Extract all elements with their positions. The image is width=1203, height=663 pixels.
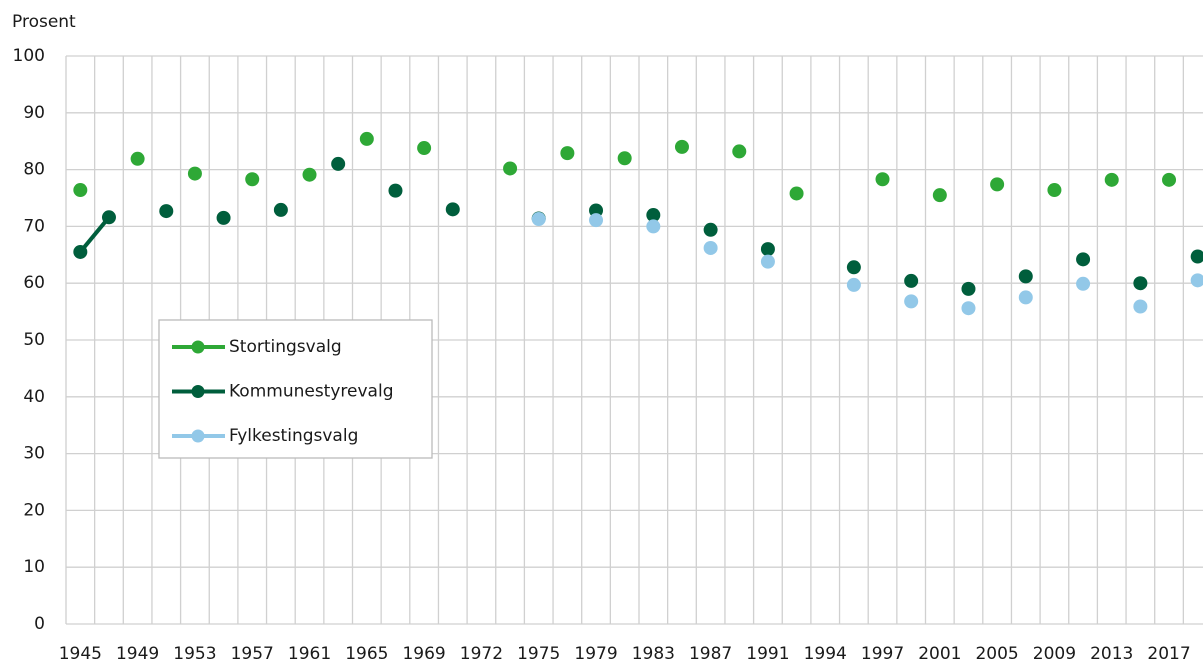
point — [732, 144, 747, 159]
x-tick-label: 2017 — [1147, 644, 1190, 663]
y-tick-label: 70 — [23, 216, 45, 236]
point — [302, 167, 317, 182]
point — [904, 273, 919, 288]
y-tick-label: 10 — [23, 557, 45, 577]
point — [73, 244, 88, 259]
point — [187, 166, 202, 181]
point — [932, 188, 947, 203]
y-tick-label: 0 — [34, 614, 45, 634]
point — [417, 141, 432, 156]
point — [245, 172, 260, 187]
point — [646, 208, 661, 223]
point — [531, 212, 546, 227]
x-tick-label: 1949 — [116, 644, 159, 663]
point — [789, 186, 804, 201]
point — [904, 294, 919, 309]
point — [1190, 273, 1203, 288]
legend-marker — [191, 340, 205, 354]
legend-label: Kommunestyrevalg — [229, 382, 393, 402]
point — [846, 260, 861, 275]
point — [388, 183, 403, 198]
point — [760, 254, 775, 269]
x-tick-label: 1965 — [345, 644, 388, 663]
point — [101, 210, 116, 225]
point — [159, 204, 174, 219]
y-tick-label: 40 — [23, 387, 45, 407]
point — [130, 151, 145, 166]
x-tick-label: 1969 — [402, 644, 445, 663]
y-tick-label: 80 — [23, 160, 45, 180]
x-tick-label: 2009 — [1033, 644, 1076, 663]
legend-marker — [191, 385, 205, 398]
x-tick-label: 1983 — [632, 644, 675, 663]
point — [359, 131, 374, 146]
point — [961, 301, 976, 316]
y-tick-label: 50 — [23, 330, 45, 350]
point — [1133, 276, 1148, 291]
y-tick-label: 60 — [23, 273, 45, 293]
point — [589, 213, 604, 228]
point — [503, 161, 518, 176]
y-tick-label: 20 — [23, 500, 45, 520]
point — [1104, 172, 1119, 187]
point — [1133, 299, 1148, 314]
point — [760, 242, 775, 257]
x-tick-label: 2005 — [975, 644, 1018, 663]
y-axis-label: Prosent — [12, 12, 76, 32]
point — [216, 210, 231, 225]
x-tick-label: 1972 — [460, 644, 503, 663]
point — [1018, 269, 1033, 284]
x-tick-label: 1961 — [288, 644, 331, 663]
x-tick-label: 1975 — [517, 644, 560, 663]
point — [1162, 172, 1177, 187]
point — [560, 146, 575, 161]
legend-label: Stortingsvalg — [229, 337, 342, 357]
x-tick-label: 1997 — [861, 644, 904, 663]
x-tick-label: 1957 — [231, 644, 274, 663]
point — [990, 177, 1005, 192]
point — [1076, 252, 1091, 267]
point — [1076, 276, 1091, 291]
legend-label: Fylkestingsvalg — [229, 426, 358, 446]
y-tick-label: 90 — [23, 103, 45, 123]
point — [674, 139, 689, 154]
point — [646, 219, 661, 234]
point — [1190, 249, 1203, 264]
point — [875, 172, 890, 187]
point — [589, 203, 604, 218]
point — [703, 222, 718, 237]
point — [846, 277, 861, 292]
point — [273, 202, 288, 217]
x-tick-label: 1987 — [689, 644, 732, 663]
point — [961, 281, 976, 296]
point — [331, 156, 346, 171]
x-tick-label: 2001 — [918, 644, 961, 663]
point — [703, 240, 718, 255]
x-tick-label: 1979 — [574, 644, 617, 663]
point — [1018, 290, 1033, 305]
y-tick-label: 100 — [13, 46, 45, 66]
y-tick-label: 30 — [23, 444, 45, 464]
x-tick-label: 1991 — [746, 644, 789, 663]
x-tick-label: 1945 — [59, 644, 102, 663]
point — [1047, 183, 1062, 198]
x-tick-label: 2013 — [1090, 644, 1133, 663]
legend-marker — [191, 429, 205, 443]
point — [445, 202, 460, 217]
point — [617, 151, 632, 166]
point — [73, 183, 88, 198]
x-tick-label: 1953 — [173, 644, 216, 663]
x-tick-label: 1994 — [804, 644, 847, 663]
